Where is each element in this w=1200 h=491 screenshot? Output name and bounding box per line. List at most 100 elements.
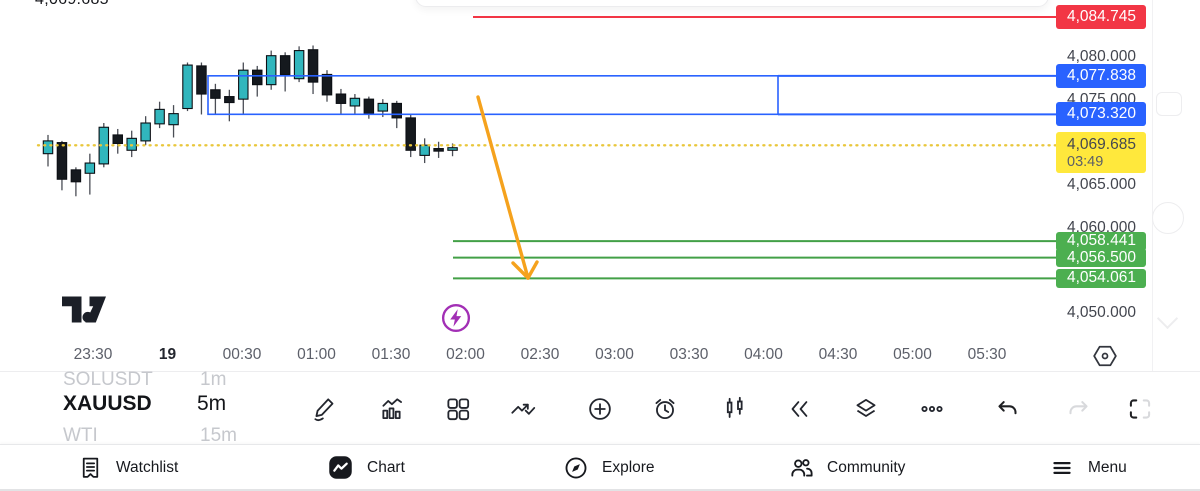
- price-badge-red[interactable]: 4,084.745: [1056, 4, 1146, 29]
- badge-price-label: 4,056.500: [1067, 248, 1136, 266]
- candle-up: [377, 102, 389, 112]
- price-badge-green[interactable]: 4,054.061: [1056, 268, 1146, 288]
- candle-down: [433, 148, 444, 152]
- price-line-label-clipped: 4,069.685: [35, 0, 109, 9]
- candle-down: [279, 55, 291, 75]
- time-axis-label: 05:00: [893, 346, 932, 363]
- candle-up: [238, 69, 249, 100]
- nav-label: Watchlist: [116, 458, 179, 476]
- price-scale[interactable]: 4,080.000 4,075.000 4,065.000 4,060.000 4,05…: [1056, 0, 1148, 342]
- time-axis-label: 03:30: [669, 346, 709, 363]
- price-badge-blue[interactable]: 4,077.838: [1056, 63, 1146, 88]
- chart-toolbar: SOLUSDT 1m XAUUSD 5m WTI 15m: [0, 369, 1200, 446]
- boost-marker-icon[interactable]: [441, 303, 471, 333]
- price-badge-blue[interactable]: 4,073.320: [1056, 102, 1146, 127]
- projection-arrow-barb: [511, 261, 530, 280]
- candle-up: [84, 162, 96, 174]
- candle-down: [112, 134, 124, 145]
- projection-arrow-barb: [526, 260, 539, 280]
- candle-up: [349, 97, 361, 107]
- undo-icon[interactable]: [993, 394, 1023, 424]
- timeframe-prev-label: 1m: [200, 369, 227, 390]
- price-axis-tick: 4,060.000: [1067, 218, 1136, 236]
- more-options-icon[interactable]: [917, 394, 947, 424]
- divider: [0, 371, 1200, 372]
- candle-down: [252, 69, 263, 86]
- symbol-picker-prev[interactable]: SOLUSDT 1m: [63, 369, 226, 391]
- menu-hamburger-icon: [1053, 461, 1071, 474]
- ghost-button-rect[interactable]: [1156, 92, 1182, 116]
- nav-label: Explore: [602, 458, 655, 476]
- time-axis[interactable]: 23:30 19 00:30 01:00 01:30 02:00 02:30 03:00 03:…: [0, 342, 1200, 371]
- time-axis-label: 00:30: [222, 346, 262, 363]
- time-axis-label: 02:00: [446, 346, 485, 363]
- alert-clock-icon[interactable]: [650, 394, 680, 424]
- time-axis-label: 04:30: [818, 346, 858, 363]
- time-axis-label: 23:30: [73, 346, 113, 363]
- candle-up: [265, 55, 277, 86]
- time-axis-label: 19: [158, 346, 177, 363]
- candle-down: [405, 117, 416, 151]
- tradingview-logo: [62, 296, 106, 323]
- price-axis-tick: 4,065.000: [1067, 176, 1136, 194]
- projection-arrow[interactable]: [476, 95, 530, 280]
- draw-icon[interactable]: [310, 394, 340, 424]
- timeframe-next-label: 15m: [200, 425, 237, 446]
- price-axis-tick: 4,080.000: [1067, 48, 1136, 66]
- community-people-icon: [791, 458, 813, 477]
- divider: [1152, 0, 1153, 371]
- add-circle-icon[interactable]: [585, 394, 615, 424]
- symbol-next-label: WTI: [63, 425, 98, 446]
- fullscreen-icon[interactable]: [1125, 394, 1155, 424]
- nav-item-menu[interactable]: Menu: [1049, 445, 1127, 490]
- nav-label: Chart: [367, 458, 405, 476]
- layouts-grid-icon[interactable]: [443, 394, 473, 424]
- bottom-navigation: Watchlist Chart Explore Community: [0, 444, 1200, 491]
- price-badge-green[interactable]: 4,056.500: [1056, 248, 1146, 268]
- ghost-button-circle[interactable]: [1152, 202, 1184, 234]
- price-badge-yellow[interactable]: 4,069.685 03:49: [1056, 132, 1146, 174]
- symbol-prev-label: SOLUSDT: [63, 369, 153, 390]
- candle-down: [307, 49, 319, 83]
- objects-layers-icon[interactable]: [851, 394, 881, 424]
- candle-down: [335, 93, 347, 104]
- candle-down: [363, 98, 375, 115]
- price-badge-green[interactable]: 4,058.441: [1056, 231, 1146, 251]
- candle-up: [168, 113, 179, 126]
- symbol-picker-current[interactable]: XAUUSD 5m: [63, 392, 226, 416]
- candle-countdown: 03:49: [1067, 153, 1104, 170]
- time-axis-label: 05:30: [967, 346, 1007, 363]
- time-axis-label: 01:00: [297, 346, 336, 363]
- redo-icon[interactable]: [1063, 394, 1093, 424]
- symbol-picker-next[interactable]: WTI 15m: [63, 425, 237, 447]
- badge-price-label: 4,077.838: [1067, 66, 1136, 84]
- candlestick-chart[interactable]: [0, 0, 1057, 342]
- badge-price-label: 4,084.745: [1067, 7, 1136, 25]
- badge-price-label: 4,054.061: [1067, 269, 1136, 287]
- replay-rewind-icon[interactable]: [785, 394, 815, 424]
- time-axis-label: 03:00: [595, 346, 634, 363]
- nav-item-watchlist[interactable]: Watchlist: [78, 445, 178, 490]
- indicators-icon[interactable]: [378, 394, 408, 424]
- chart-type-candles-icon[interactable]: [720, 394, 750, 424]
- patterns-icon[interactable]: [508, 394, 538, 424]
- chart-icon: [329, 456, 352, 479]
- nav-item-explore[interactable]: Explore: [563, 445, 655, 490]
- symbol-current-label: XAUUSD: [63, 392, 152, 415]
- candle-up: [140, 122, 151, 142]
- chart-area[interactable]: 4,069.685 4,080.0004,075.0004,065.0004,0…: [0, 0, 1200, 371]
- candle-down: [196, 65, 207, 95]
- candle-up: [419, 144, 430, 156]
- time-axis-label: 02:30: [520, 346, 560, 363]
- axis-settings-icon[interactable]: [1092, 343, 1118, 369]
- price-axis-tick: 4,050.000: [1067, 304, 1136, 321]
- nav-item-community[interactable]: Community: [788, 445, 905, 490]
- nav-item-chart[interactable]: Chart: [327, 445, 405, 490]
- time-axis-label: 04:00: [744, 346, 783, 363]
- time-axis-label: 01:30: [371, 346, 411, 363]
- ghost-chevron-down-icon[interactable]: [1156, 307, 1179, 330]
- explore-compass-icon: [565, 457, 587, 478]
- blue-range-box[interactable]: [207, 75, 779, 116]
- nav-label: Community: [827, 458, 906, 476]
